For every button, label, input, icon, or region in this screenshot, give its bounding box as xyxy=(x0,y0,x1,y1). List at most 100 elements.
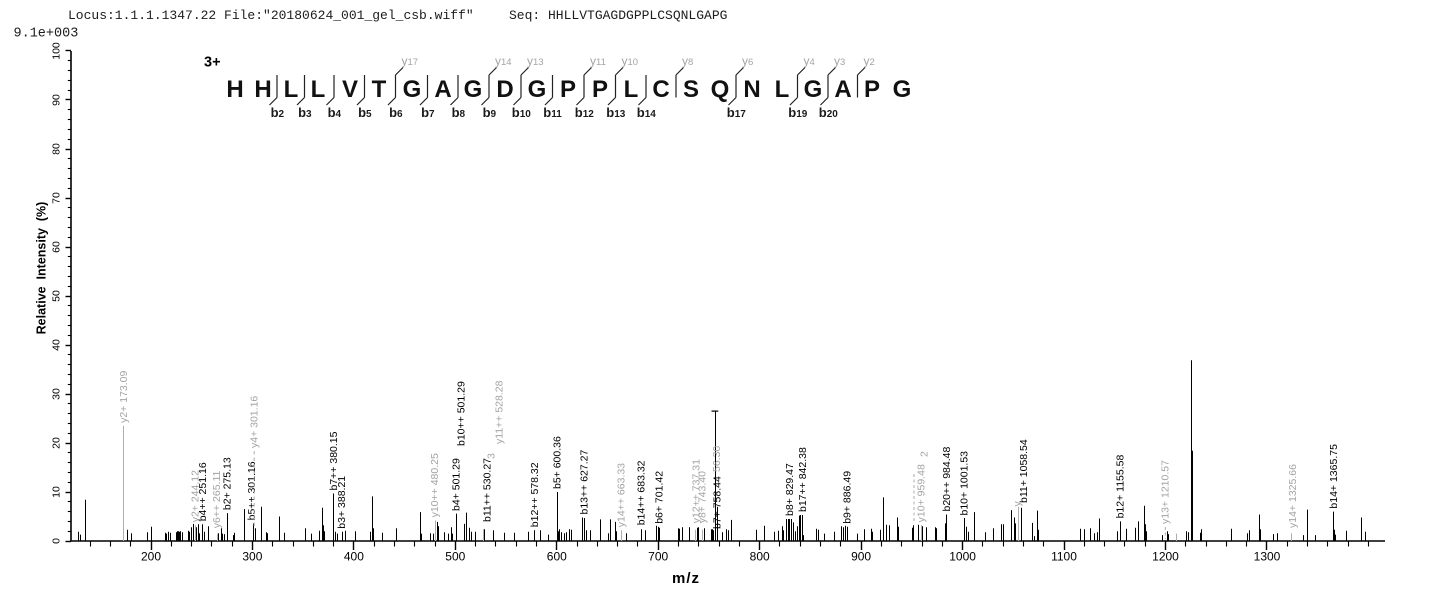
svg-text:y4+ 301.16: y4+ 301.16 xyxy=(248,396,260,448)
svg-text:y10: y10 xyxy=(622,54,639,68)
svg-text:3+: 3+ xyxy=(204,55,221,71)
svg-text:700: 700 xyxy=(648,550,668,564)
svg-text:y2+ 173.09: y2+ 173.09 xyxy=(118,370,130,422)
svg-text:Relative Intensity (%): Relative Intensity (%) xyxy=(35,202,49,335)
svg-text:900: 900 xyxy=(851,550,871,564)
svg-text:y14+ 1325.66: y14+ 1325.66 xyxy=(1287,464,1299,528)
svg-text:b11++ 530.27: b11++ 530.27 xyxy=(481,458,493,522)
svg-text:b11: b11 xyxy=(543,105,562,120)
svg-text:L: L xyxy=(624,76,639,103)
svg-text:b14+ 1365.75: b14+ 1365.75 xyxy=(1328,444,1340,509)
svg-text:y3: y3 xyxy=(834,54,845,68)
svg-text:b20: b20 xyxy=(819,105,839,120)
svg-text:y14: y14 xyxy=(495,54,512,68)
svg-text:G: G xyxy=(804,76,823,103)
svg-text:b7+ 758.44: b7+ 758.44 xyxy=(711,476,723,529)
svg-text:G: G xyxy=(403,76,422,103)
svg-text:y10++ 480.25: y10++ 480.25 xyxy=(429,453,441,517)
svg-text:b19: b19 xyxy=(788,105,808,120)
svg-text:800: 800 xyxy=(750,550,770,564)
svg-text:b2: b2 xyxy=(271,105,285,120)
svg-text:y6: y6 xyxy=(742,54,753,68)
svg-text:b12++ 578.32: b12++ 578.32 xyxy=(529,462,541,527)
svg-text:G: G xyxy=(893,76,912,103)
svg-text:b9+ 886.49: b9+ 886.49 xyxy=(842,471,854,524)
svg-text:m/z: m/z xyxy=(672,570,700,587)
svg-text:b12: b12 xyxy=(575,105,595,120)
svg-text:0: 0 xyxy=(51,538,63,544)
svg-text:10: 10 xyxy=(51,486,63,498)
svg-text:y11++ 528.28: y11++ 528.28 xyxy=(494,380,506,444)
svg-text:b4+ 501.29: b4+ 501.29 xyxy=(451,458,463,511)
svg-text:3: 3 xyxy=(486,453,498,459)
svg-text:H: H xyxy=(254,76,271,103)
svg-text:80: 80 xyxy=(51,143,63,155)
svg-text:P: P xyxy=(592,76,608,103)
svg-text:b7++ 380.15: b7++ 380.15 xyxy=(328,431,340,490)
svg-text:C: C xyxy=(652,76,669,103)
svg-text:1200: 1200 xyxy=(1152,550,1179,564)
svg-text:Locus:1.1.1.1347.22 File:"2018: Locus:1.1.1.1347.22 File:"20180624_001_g… xyxy=(68,8,474,23)
svg-text:b17++ 842.38: b17++ 842.38 xyxy=(797,447,809,512)
svg-text:N: N xyxy=(743,76,760,103)
svg-text:b17: b17 xyxy=(727,105,747,120)
svg-text:200: 200 xyxy=(141,550,161,564)
svg-text:b14: b14 xyxy=(637,105,657,120)
svg-text:b10+ 1001.53: b10+ 1001.53 xyxy=(958,451,970,516)
svg-text:b10: b10 xyxy=(512,105,532,120)
svg-text:1000: 1000 xyxy=(949,550,976,564)
svg-text:y12++ 737.31: y12++ 737.31 xyxy=(690,459,702,523)
svg-text:D: D xyxy=(496,76,513,103)
svg-text:300: 300 xyxy=(242,550,262,564)
svg-text:y: y xyxy=(1011,500,1023,506)
svg-text:60: 60 xyxy=(51,241,63,253)
svg-text:b6+ 701.42: b6+ 701.42 xyxy=(654,471,666,524)
svg-text:y4: y4 xyxy=(804,54,815,68)
svg-text:500: 500 xyxy=(445,550,465,564)
svg-text:Q: Q xyxy=(711,76,730,103)
svg-text:b10++ 501.29: b10++ 501.29 xyxy=(456,381,468,446)
svg-text:b3+ 388.21: b3+ 388.21 xyxy=(336,476,348,529)
svg-text:L: L xyxy=(311,76,326,103)
svg-text:P: P xyxy=(560,76,576,103)
svg-text:b5++ 301.16: b5++ 301.16 xyxy=(246,461,258,520)
svg-text:P: P xyxy=(864,76,880,103)
svg-text:b4: b4 xyxy=(328,105,342,120)
svg-text:b20++ 984.48: b20++ 984.48 xyxy=(941,447,953,512)
svg-text:y8+ 743.40: y8+ 743.40 xyxy=(697,471,709,523)
svg-text:y8: y8 xyxy=(682,54,693,68)
svg-text:b11+ 1058.54: b11+ 1058.54 xyxy=(1018,439,1030,503)
svg-text:b13: b13 xyxy=(606,105,626,120)
svg-text:100: 100 xyxy=(51,42,63,60)
svg-text:b12+ 1155.58: b12+ 1155.58 xyxy=(1115,454,1127,518)
svg-text:b9: b9 xyxy=(483,105,497,120)
svg-text:b7: b7 xyxy=(421,105,435,120)
svg-text:b8+ 829.47: b8+ 829.47 xyxy=(784,463,796,516)
svg-text:A: A xyxy=(834,76,851,103)
svg-text:T: T xyxy=(372,76,387,103)
svg-text:Seq: HHLLVTGAGDGPPLCSQNLGAPG: Seq: HHLLVTGAGDGPPLCSQNLGAPG xyxy=(509,8,727,23)
svg-text:b14++ 683.32: b14++ 683.32 xyxy=(636,460,648,525)
svg-text:y17: y17 xyxy=(402,54,419,68)
svg-text:y14++ 663.33: y14++ 663.33 xyxy=(615,463,627,527)
svg-text:30: 30 xyxy=(51,388,63,400)
svg-text:y10+ 959.48: y10+ 959.48 xyxy=(916,464,928,522)
svg-text:b8: b8 xyxy=(452,105,466,120)
svg-text:y2: y2 xyxy=(864,54,875,68)
svg-text:y13+ 1210.57: y13+ 1210.57 xyxy=(1160,460,1172,524)
svg-text:2: 2 xyxy=(919,451,931,457)
svg-text:70: 70 xyxy=(51,192,63,204)
svg-text:y6++ 265.11: y6++ 265.11 xyxy=(211,470,223,528)
svg-text:b5+ 600.36: b5+ 600.36 xyxy=(551,436,563,489)
svg-text:y2+ 244.12: y2+ 244.12 xyxy=(190,470,202,522)
svg-text:40: 40 xyxy=(51,339,63,351)
svg-text:b3: b3 xyxy=(298,105,312,120)
svg-text:90: 90 xyxy=(51,94,63,106)
svg-text:H: H xyxy=(226,76,243,103)
svg-text:b5: b5 xyxy=(358,105,372,120)
svg-text:G: G xyxy=(464,76,483,103)
svg-text:600: 600 xyxy=(547,550,567,564)
svg-text:50: 50 xyxy=(51,290,63,302)
svg-text:20: 20 xyxy=(51,437,63,449)
svg-text:b13++ 627.27: b13++ 627.27 xyxy=(579,450,591,515)
